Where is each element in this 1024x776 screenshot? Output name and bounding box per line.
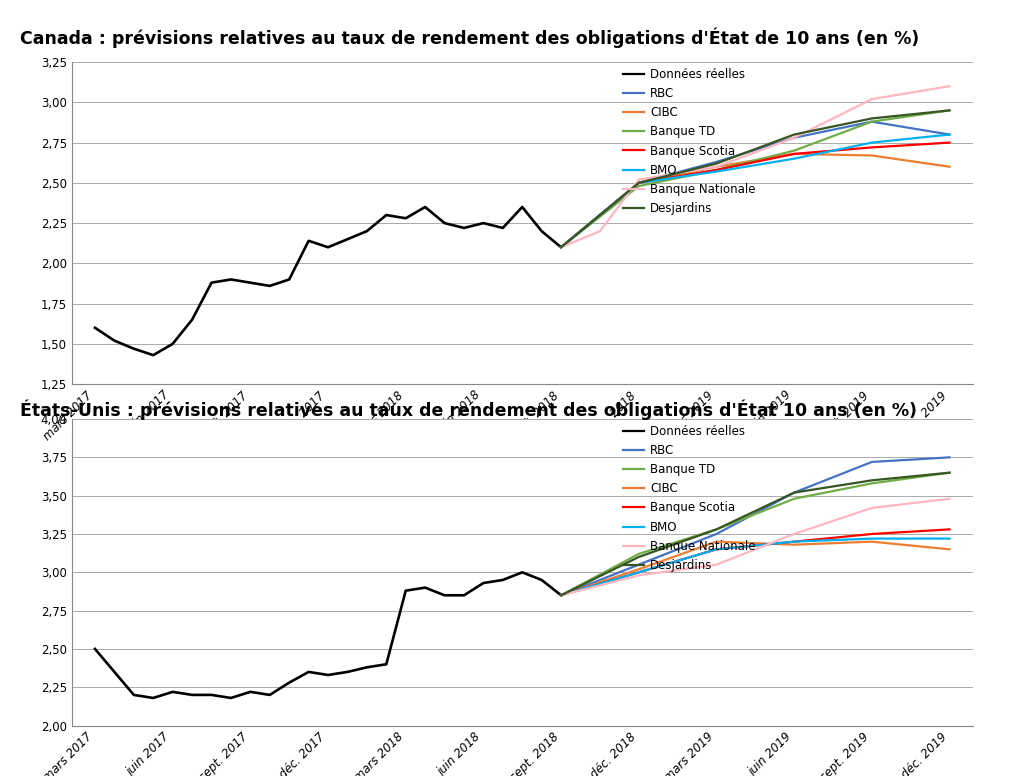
Text: Canada : prévisions relatives au taux de rendement des obligations d'État de 10 : Canada : prévisions relatives au taux de… — [20, 27, 920, 47]
Text: États-Unis : prévisions relatives au taux de rendement des obligations d'État 10: États-Unis : prévisions relatives au tau… — [20, 400, 918, 420]
Legend: Données réelles, RBC, Banque TD, CIBC, Banque Scotia, BMO, Banque Nationale, Des: Données réelles, RBC, Banque TD, CIBC, B… — [623, 425, 756, 572]
Legend: Données réelles, RBC, CIBC, Banque TD, Banque Scotia, BMO, Banque Nationale, Des: Données réelles, RBC, CIBC, Banque TD, B… — [623, 68, 756, 215]
